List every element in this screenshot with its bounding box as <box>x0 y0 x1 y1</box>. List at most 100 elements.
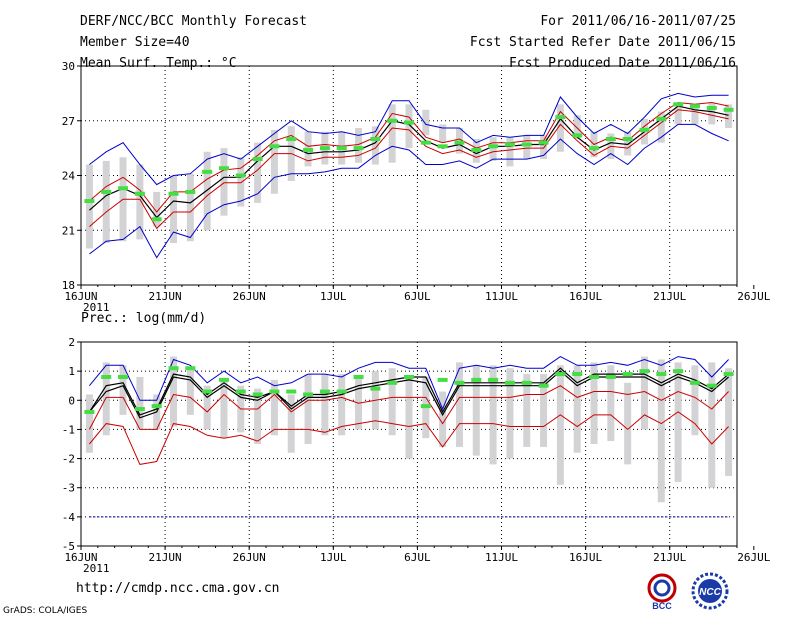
bcc-logo-text: BCC <box>652 601 672 611</box>
prec-observed-mark <box>538 383 549 388</box>
temp-box <box>624 131 632 156</box>
temp-observed-mark <box>202 169 213 174</box>
temp-observed-mark <box>151 217 162 222</box>
temp-observed-mark <box>706 105 717 110</box>
ncc-logo-text: NCC <box>699 587 721 598</box>
temp-observed-mark <box>118 186 129 191</box>
temp-observed-mark <box>185 189 196 194</box>
prec-observed-mark <box>589 374 600 379</box>
temp-observed-mark <box>454 140 465 145</box>
temp-observed-mark <box>84 199 95 204</box>
temp-box <box>355 128 363 163</box>
prec-observed-mark <box>151 404 162 409</box>
source-url[interactable]: http://cmdp.ncc.cma.gov.cn <box>76 581 280 596</box>
temp-observed-mark <box>286 137 297 141</box>
prec-observed-mark <box>404 374 414 379</box>
prec-observed-mark <box>370 386 381 391</box>
temp-box <box>371 126 379 165</box>
prec-observed-mark <box>454 380 465 385</box>
prec-observed-mark <box>689 380 700 385</box>
prec-box <box>439 391 447 447</box>
temp-observed-mark <box>420 140 431 145</box>
temp-box <box>186 173 194 242</box>
chart-title: DERF/NCC/BCC Monthly Forecast <box>80 14 307 29</box>
prec-series-lower-spread <box>88 385 729 430</box>
prec-observed-mark <box>605 374 616 379</box>
temp-box <box>674 106 682 125</box>
temp-series-lower-spread <box>89 109 729 230</box>
prec-box <box>304 374 312 444</box>
temp-observed-mark <box>252 157 263 162</box>
prec-observed-mark <box>572 372 583 377</box>
prec-observed-mark <box>521 380 532 385</box>
member-size: Member Size=40 <box>80 35 190 50</box>
prec-observed-mark <box>622 372 633 377</box>
prec-observed-mark <box>168 366 179 371</box>
prec-box <box>523 374 531 447</box>
temp-observed-mark <box>387 118 398 123</box>
temp-box <box>489 137 497 161</box>
prec-box <box>186 368 194 415</box>
header-right: For 2011/06/16-2011/07/25 Fcst Started R… <box>470 11 736 74</box>
header-left: DERF/NCC/BCC Monthly Forecast Member Siz… <box>80 11 307 74</box>
prec-box <box>725 368 733 477</box>
prec-observed-mark <box>437 377 448 382</box>
prec-box <box>254 388 262 444</box>
temp-box <box>203 151 211 231</box>
prec-box <box>321 374 329 436</box>
prec-series-ensemble-min <box>89 411 729 465</box>
forecast-period: For 2011/06/16-2011/07/25 <box>540 14 736 29</box>
prec-observed-mark <box>303 392 314 397</box>
temp-box <box>506 137 514 167</box>
prec-observed-mark <box>269 389 280 394</box>
variable-label: Mean Surf. Temp.: °C <box>80 56 237 71</box>
prec-observed-mark <box>336 389 347 394</box>
temp-observed-mark <box>101 189 112 194</box>
prec-year-label: 2011 <box>83 562 110 575</box>
prec-observed-mark <box>504 380 515 385</box>
prec-box <box>573 365 581 453</box>
temp-xtick-label: 21JUN <box>149 290 182 303</box>
prec-box <box>590 362 598 444</box>
prec-series-ensemble-max <box>89 356 729 411</box>
prec-observed-mark <box>319 389 330 394</box>
temp-series-ensemble-min <box>89 123 729 259</box>
temp-box <box>523 135 531 160</box>
prec-box <box>624 382 632 465</box>
temp-observed-mark <box>521 142 532 147</box>
prec-box <box>85 394 93 453</box>
temp-observed-mark <box>218 166 229 171</box>
temp-observed-mark <box>437 144 448 149</box>
prec-box <box>540 374 548 447</box>
prec-series-ensemble-mean <box>88 370 729 419</box>
temp-box <box>725 104 733 129</box>
produced-date: Fcst Produced Date 2011/06/16 <box>509 56 736 71</box>
prec-observed-mark <box>387 380 398 385</box>
temp-xtick-label: 16JUN <box>64 290 97 303</box>
temp-series-ensemble-max <box>89 92 729 186</box>
prec-box <box>203 385 211 430</box>
temp-box <box>422 109 430 136</box>
temp-observed-mark <box>723 107 734 112</box>
temp-ytick-label: 18 <box>62 279 75 292</box>
prec-box <box>556 365 564 485</box>
temp-box <box>85 164 93 249</box>
prec-box <box>270 379 278 436</box>
prec-observed-mark <box>218 377 229 382</box>
temp-observed-mark <box>168 191 179 196</box>
prec-box <box>691 365 699 436</box>
grads-credit: GrADS: COLA/IGES <box>3 606 88 616</box>
prec-observed-mark <box>353 374 364 379</box>
temp-box <box>388 104 396 163</box>
temp-xtick-label: 6JUL <box>404 290 431 303</box>
prec-observed-mark <box>723 372 734 377</box>
prec-box <box>405 376 413 459</box>
temp-box <box>573 115 581 139</box>
prec-xtick-label: 21JUN <box>149 551 182 564</box>
temp-box <box>657 111 665 143</box>
prec-xtick-label: 16JUL <box>569 551 602 564</box>
prec-box <box>119 365 127 415</box>
temp-observed-mark <box>605 137 616 141</box>
temp-box <box>237 157 245 207</box>
prec-ytick-label: 0 <box>68 394 75 407</box>
